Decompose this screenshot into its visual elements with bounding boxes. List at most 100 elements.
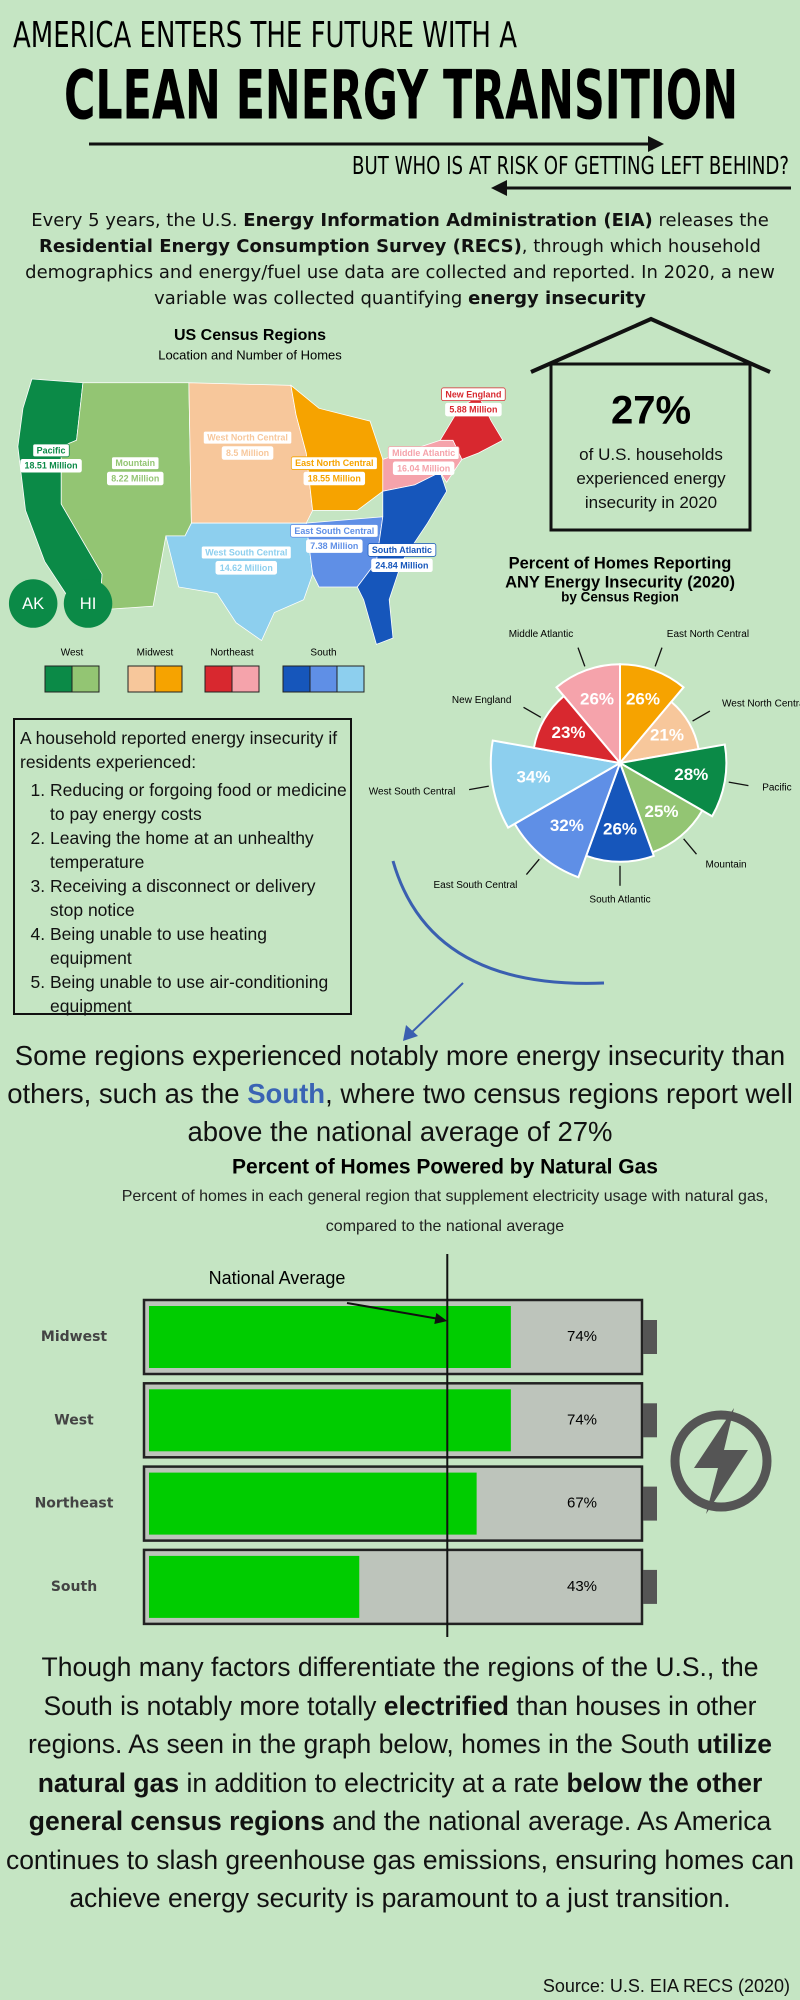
battery-terminal — [643, 1320, 657, 1354]
callout-value: 27% — [611, 389, 691, 433]
map-label-box — [203, 430, 293, 445]
wedge-value-label: 25% — [645, 802, 679, 821]
legend-label: Midwest — [137, 648, 174, 659]
reference-arrow — [346, 1302, 440, 1320]
text-run: Residential Energy Consumption Survey (R… — [39, 236, 522, 257]
map-subtitle: Location and Number of Homes — [158, 347, 342, 362]
polar-wedge — [489, 739, 623, 829]
text-run: South — [247, 1078, 326, 1109]
map-label: 16.04 Million — [397, 463, 450, 473]
map-label: 5.88 Million — [449, 405, 497, 415]
polar-wedge — [617, 743, 728, 818]
arrow-head — [434, 1313, 448, 1324]
legend-swatch — [204, 665, 233, 693]
category-label: South — [51, 1579, 97, 1595]
map-region — [165, 522, 314, 642]
bolt-icon-ring — [670, 1410, 772, 1512]
map-label-box — [290, 524, 379, 538]
definition-item: Being unable to use heating equipment — [50, 922, 350, 970]
map-label-box — [445, 402, 502, 417]
text-run: , where two census regions report well a… — [187, 1078, 793, 1147]
bar — [149, 1555, 360, 1618]
text-run: than houses in other regions. As seen in… — [28, 1690, 757, 1760]
leader-line — [469, 785, 489, 791]
leader-line — [692, 710, 711, 722]
definition-box: A household reported energy insecurity i… — [13, 718, 352, 1018]
polar-wedge — [532, 694, 623, 765]
map-label: New England — [445, 389, 501, 399]
finding-paragraph: Some regions experienced notably more en… — [5, 1037, 795, 1151]
value-label: 67% — [567, 1495, 597, 1512]
house-box — [549, 362, 752, 532]
text-run: electrified — [383, 1690, 509, 1721]
text-run: utilize natural gas — [37, 1729, 772, 1798]
map-title: US Census Regions — [174, 327, 326, 344]
legend-swatch — [127, 665, 156, 693]
intro-paragraph: Every 5 years, the U.S. Energy Informati… — [10, 208, 790, 312]
map-label-box — [106, 471, 164, 486]
bar — [149, 1306, 511, 1368]
category-label: West — [54, 1412, 94, 1428]
legend-label: West — [61, 648, 84, 659]
map-label: West South Central — [205, 548, 287, 558]
battery-chart: Percent of Homes Powered by Natural Gas 7… — [35, 1156, 658, 1637]
value-label: 74% — [567, 1328, 597, 1345]
battery-terminal — [643, 1403, 657, 1438]
wedge-value-label: 26% — [626, 689, 660, 708]
inset-badge — [8, 579, 58, 628]
map-label: West North Central — [207, 433, 288, 443]
map-label-box — [290, 456, 378, 470]
legend-swatch — [44, 665, 73, 693]
inset-label: AK — [22, 594, 44, 613]
arrow-head — [491, 180, 507, 196]
value-label: 43% — [567, 1578, 597, 1595]
map-label: 18.51 Million — [25, 461, 78, 471]
source: Source: U.S. EIA RECS (2020) — [542, 1976, 790, 1996]
text-run: , through which household demographics a… — [25, 236, 775, 309]
inset-label: HI — [80, 594, 97, 613]
arrow-head — [403, 1025, 418, 1041]
map-label-box — [367, 543, 437, 557]
text-run: releases the — [652, 210, 769, 231]
polar-wedge — [555, 663, 621, 766]
category-label: Pacific — [762, 783, 791, 794]
wedge-value-label: 34% — [516, 768, 550, 787]
callout-text: of U.S. households experienced energy in… — [576, 445, 726, 512]
bar — [149, 1389, 511, 1452]
leader-line — [728, 781, 749, 787]
map-label-box — [392, 461, 455, 476]
category-label: West South Central — [369, 787, 456, 798]
conclusion-paragraph: Though many factors differentiate the re… — [5, 1648, 795, 1918]
map-label-box — [111, 456, 160, 470]
category-label: Northeast — [35, 1496, 114, 1512]
legend-swatch — [282, 665, 311, 693]
map-label-box — [221, 446, 274, 460]
legend-swatch — [71, 665, 100, 693]
header-line-2: CLEAN ENERGY TRANSITION — [64, 57, 738, 136]
reference-label: National Average — [209, 1268, 346, 1288]
definition-item: Being unable to use air-conditioning equ… — [50, 970, 350, 1018]
map-label-box — [303, 471, 366, 486]
battery-terminal — [643, 1569, 657, 1604]
wedge-value-label: 26% — [580, 689, 614, 708]
chart-title: ANY Energy Insecurity (2020) — [505, 573, 735, 591]
header-line-1: AMERICA ENTERS THE FUTURE WITH A — [13, 15, 517, 56]
text-run: below the other general census regions — [28, 1767, 763, 1837]
definition-intro: A household reported energy insecurity i… — [20, 728, 338, 772]
chart-subtitle: by Census Region — [561, 590, 679, 605]
text-run: Though many factors differentiate the re… — [41, 1652, 759, 1721]
category-label: East North Central — [667, 629, 749, 640]
category-label: South Atlantic — [589, 894, 650, 905]
legend-label: Northeast — [210, 648, 254, 659]
header-line-3: BUT WHO IS AT RISK OF GETTING LEFT BEHIN… — [352, 151, 789, 180]
category-label: Midwest — [41, 1329, 108, 1345]
map-label-box — [387, 446, 460, 460]
text-run: Energy Information Administration (EIA) — [243, 210, 653, 231]
map-label-box — [200, 545, 292, 560]
bolt-icon — [694, 1408, 748, 1514]
arrow-head — [648, 136, 664, 152]
chart-title: Percent of Homes Reporting — [509, 554, 732, 572]
